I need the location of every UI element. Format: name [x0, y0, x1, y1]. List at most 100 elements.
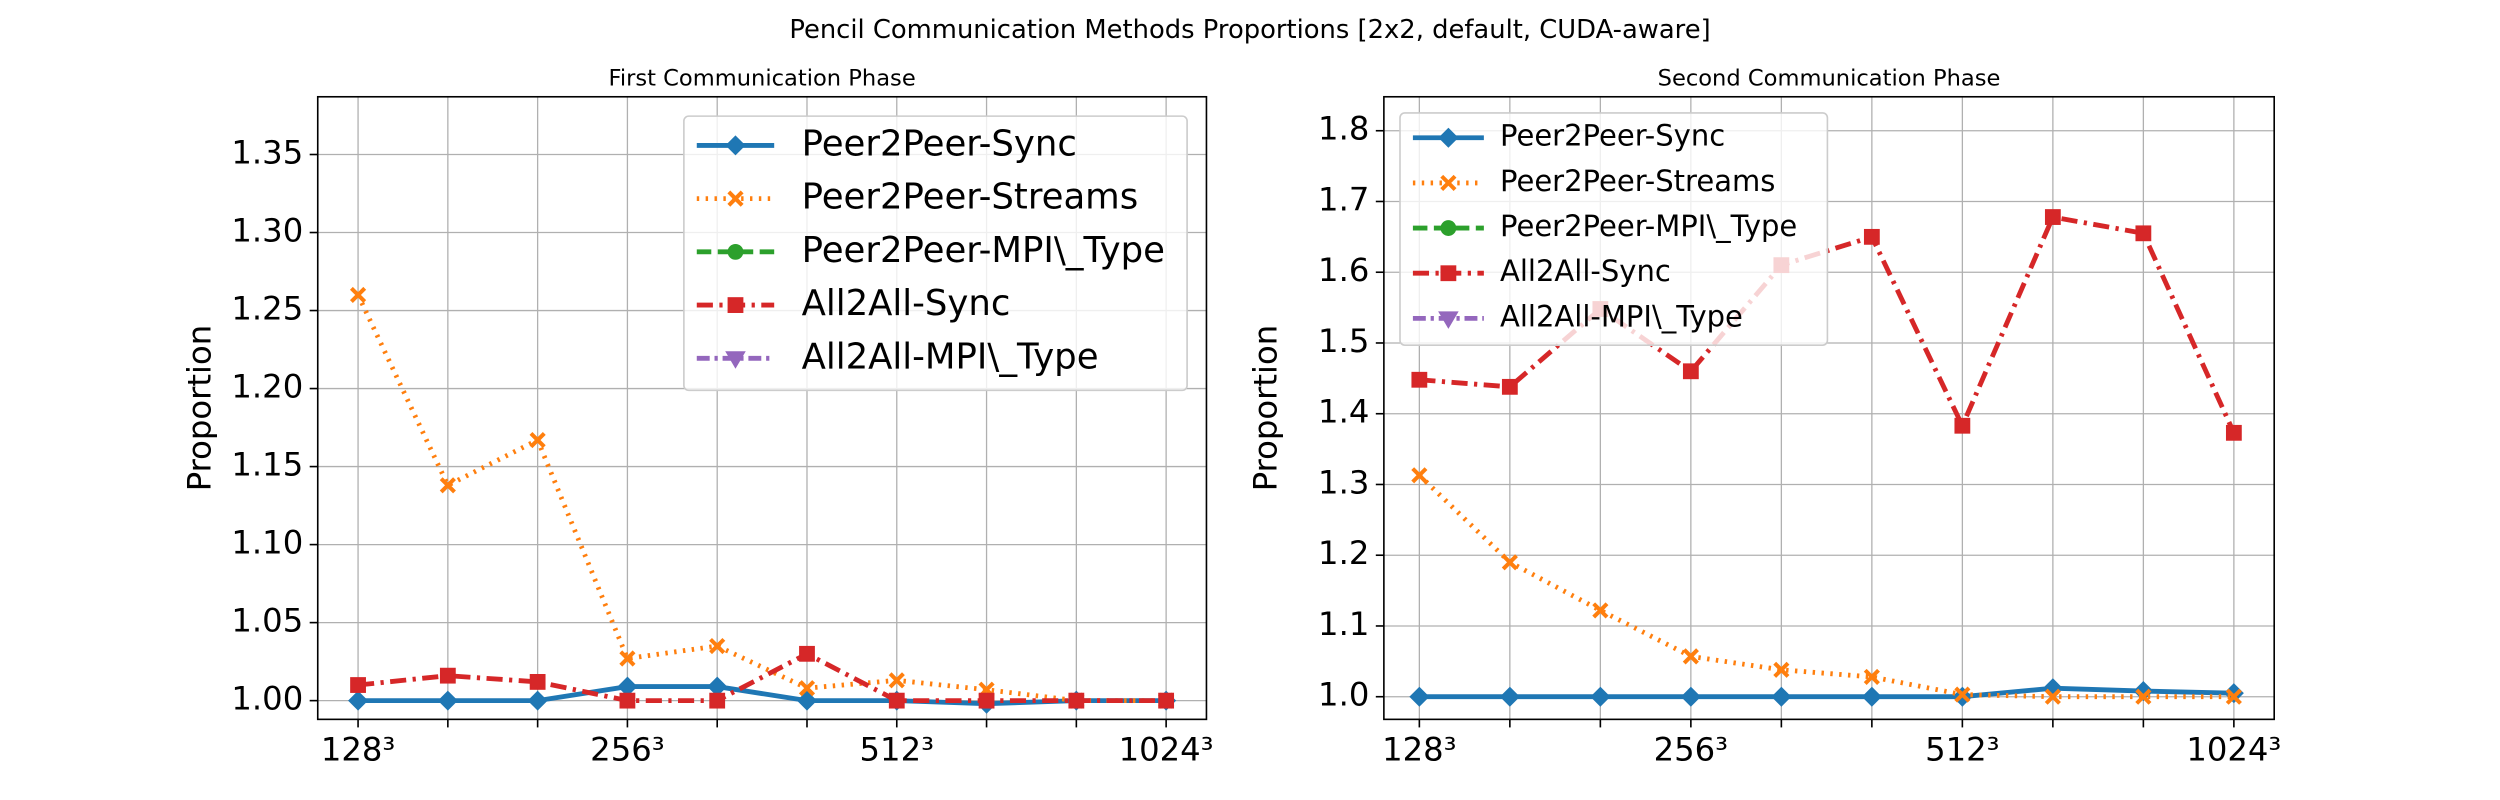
- marker: [2135, 688, 2152, 705]
- y-tick-label: 1.3: [1318, 463, 1369, 501]
- marker: [725, 135, 746, 156]
- y-tick-label: 1.6: [1318, 251, 1369, 289]
- marker: [619, 692, 636, 709]
- marker: [349, 286, 367, 304]
- marker: [350, 677, 366, 693]
- subplot-title: First Communication Phase: [608, 66, 915, 92]
- marker: [1440, 220, 1457, 236]
- y-tick-label: 1.30: [231, 212, 303, 250]
- marker: [1590, 686, 1611, 707]
- marker: [978, 692, 995, 709]
- y-tick-label: 1.20: [231, 368, 303, 406]
- marker: [2225, 424, 2242, 441]
- marker: [1501, 554, 1518, 571]
- legend-label: Peer2Peer-Streams: [1500, 164, 1775, 198]
- legend-box: [683, 115, 1188, 392]
- x-tick-label: 1024³: [1119, 731, 1214, 769]
- series-line: [1419, 685, 2234, 700]
- marker: [437, 690, 458, 711]
- marker: [2225, 688, 2242, 705]
- legend-label: Peer2Peer-Sync: [1500, 119, 1725, 153]
- marker: [2044, 209, 2061, 225]
- marker: [725, 351, 746, 369]
- y-axis-label: Proportion: [181, 325, 219, 491]
- legend-label: Peer2Peer-MPI\_Type: [802, 230, 1165, 271]
- marker: [1501, 378, 1518, 395]
- plot-frame: [316, 95, 1208, 721]
- marker: [1771, 686, 1792, 707]
- marker: [529, 431, 546, 449]
- x-tick-label: 512³: [860, 731, 934, 769]
- marker: [1499, 686, 1520, 707]
- y-tick-label: 1.10: [231, 524, 303, 562]
- marker: [1411, 467, 1428, 484]
- marker: [1409, 686, 1430, 707]
- marker: [527, 690, 548, 711]
- x-tick-label: 256³: [1654, 731, 1728, 769]
- marker: [1954, 686, 1971, 703]
- marker: [727, 243, 744, 260]
- y-tick-label: 1.5: [1318, 322, 1369, 360]
- series-line: [358, 684, 1167, 707]
- y-tick-label: 1.35: [231, 134, 303, 172]
- x-tick-label: 1024³: [2186, 731, 2281, 769]
- y-tick-label: 1.7: [1318, 180, 1369, 218]
- marker: [798, 680, 816, 697]
- legend-label: All2All-Sync: [802, 283, 1011, 324]
- y-tick-label: 1.2: [1318, 534, 1369, 572]
- plot-frame: [1383, 95, 2275, 721]
- marker: [709, 637, 726, 655]
- y-tick-label: 1.4: [1318, 393, 1369, 431]
- marker: [1863, 668, 1880, 685]
- marker: [796, 690, 818, 711]
- y-tick-label: 1.25: [231, 290, 303, 328]
- y-tick-label: 1.0: [1318, 676, 1369, 714]
- marker: [888, 692, 905, 709]
- marker: [709, 692, 726, 709]
- marker: [529, 674, 546, 690]
- marker: [2133, 681, 2154, 702]
- y-tick-label: 1.15: [231, 446, 303, 484]
- marker: [1861, 686, 1882, 707]
- marker: [1068, 692, 1085, 709]
- x-tick-label: 256³: [590, 731, 664, 769]
- marker: [1438, 127, 1459, 148]
- y-tick-label: 1.05: [231, 602, 303, 640]
- subplot-title: Second Communication Phase: [1658, 66, 2001, 92]
- figure-title: Pencil Communication Methods Proportions…: [789, 15, 1710, 45]
- marker: [439, 667, 456, 684]
- legend-label: Peer2Peer-MPI\_Type: [1500, 209, 1797, 243]
- marker: [2044, 688, 2061, 705]
- legend-label: All2All-MPI\_Type: [802, 336, 1099, 377]
- series-line: [357, 651, 1167, 704]
- y-axis-label: Proportion: [1247, 325, 1285, 491]
- marker: [727, 297, 744, 313]
- marker: [2135, 225, 2152, 242]
- marker: [1682, 648, 1699, 665]
- marker: [619, 650, 636, 667]
- marker: [1411, 371, 1428, 388]
- marker: [439, 477, 456, 494]
- series-line: [1417, 473, 2234, 700]
- marker: [888, 672, 905, 689]
- marker: [1680, 686, 1701, 707]
- marker: [1682, 363, 1699, 380]
- marker: [1863, 228, 1880, 245]
- marker: [1592, 602, 1609, 619]
- x-tick-label: 128³: [321, 731, 395, 769]
- marker: [1954, 417, 1971, 434]
- marker: [727, 190, 744, 207]
- marker: [1440, 265, 1457, 282]
- x-tick-label: 128³: [1382, 731, 1456, 769]
- legend-label: Peer2Peer-Sync: [802, 123, 1077, 164]
- x-tick-label: 512³: [1925, 731, 1999, 769]
- marker: [348, 690, 369, 711]
- legend-label: Peer2Peer-Streams: [802, 177, 1139, 218]
- y-tick-label: 1.8: [1318, 110, 1369, 148]
- legend-box: [1399, 112, 1829, 346]
- marker: [1438, 311, 1459, 329]
- marker: [799, 645, 815, 662]
- y-tick-label: 1.00: [231, 680, 303, 718]
- marker: [1440, 174, 1457, 191]
